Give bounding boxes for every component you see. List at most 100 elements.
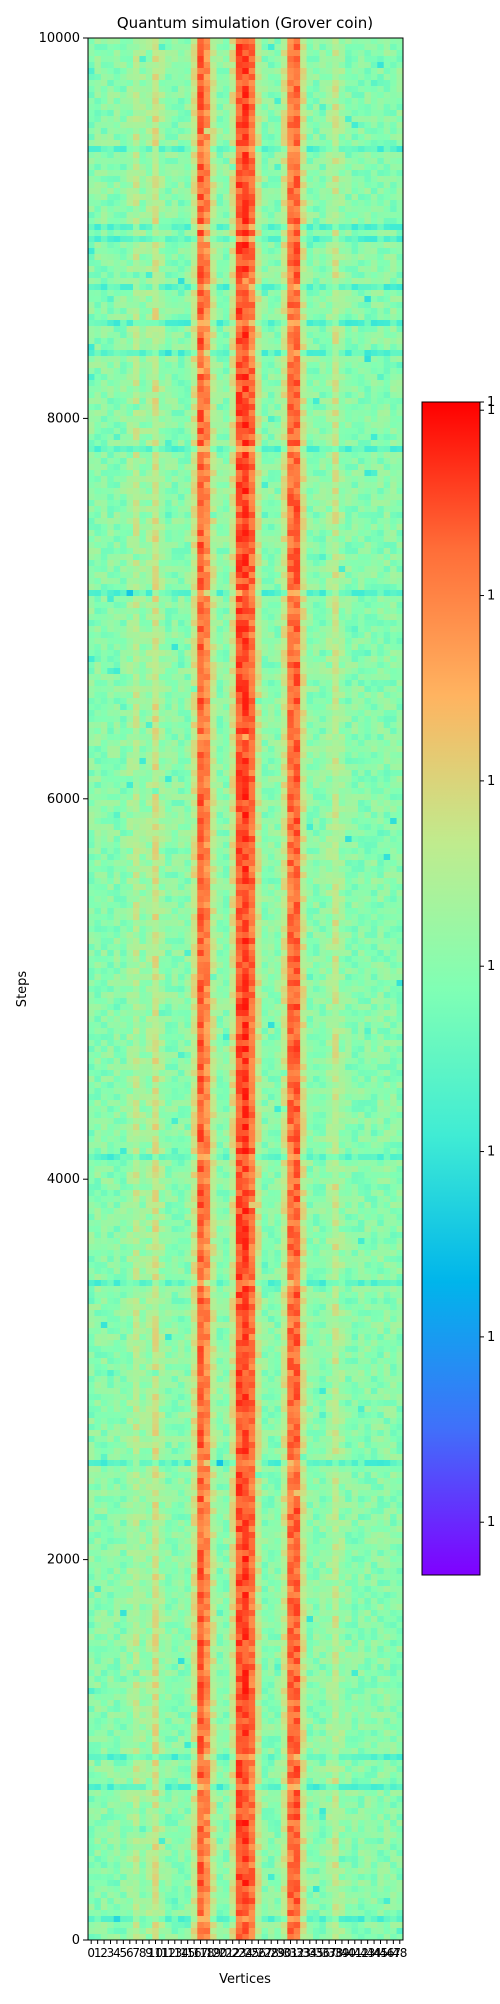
heatmap-cell [274, 476, 282, 483]
heatmap-cell [287, 428, 295, 435]
heatmap-cell [197, 506, 205, 513]
heatmap-cell [383, 380, 391, 387]
heatmap-cell [248, 542, 256, 549]
heatmap-cell [133, 404, 141, 411]
heatmap-cell [210, 476, 218, 483]
heatmap-cell [248, 302, 256, 309]
heatmap-cell [158, 518, 166, 525]
heatmap-cell [107, 386, 115, 393]
heatmap-cell [396, 590, 403, 597]
heatmap-cell [390, 446, 398, 453]
heatmap-cell [351, 548, 359, 555]
heatmap-cell [280, 374, 288, 381]
heatmap-cell [120, 98, 128, 105]
heatmap-cell [216, 338, 224, 345]
heatmap-cell [274, 98, 282, 105]
heatmap-cell [133, 224, 141, 231]
heatmap-cell [139, 326, 147, 333]
heatmap-cell [88, 596, 96, 603]
heatmap-cell [396, 374, 403, 381]
heatmap-cell [370, 344, 378, 351]
heatmap-cell [383, 632, 391, 639]
heatmap-cell [364, 206, 372, 213]
heatmap-cell [377, 152, 385, 159]
heatmap-cell [235, 530, 243, 537]
heatmap-cell [120, 356, 128, 363]
heatmap-cell [319, 110, 327, 117]
heatmap-cell [248, 446, 256, 453]
heatmap-cell [158, 482, 166, 489]
heatmap-cell [280, 524, 288, 531]
heatmap-cell [248, 374, 256, 381]
heatmap-cell [171, 596, 179, 603]
heatmap-cell [133, 362, 141, 369]
heatmap-cell [235, 392, 243, 399]
heatmap-cell [158, 182, 166, 189]
heatmap-cell [171, 470, 179, 477]
heatmap-cell [139, 158, 147, 165]
heatmap-cell [178, 332, 186, 339]
heatmap-cell [190, 602, 198, 609]
heatmap-cell [364, 398, 372, 405]
heatmap-cell [383, 248, 391, 255]
heatmap-cell [203, 320, 211, 327]
heatmap-cell [261, 218, 269, 225]
heatmap-cell [325, 512, 333, 519]
heatmap-cell [120, 248, 128, 255]
heatmap-cell [383, 110, 391, 117]
heatmap-cell [190, 308, 198, 315]
heatmap-cell [145, 554, 153, 561]
heatmap-cell [345, 236, 353, 243]
heatmap-cell [351, 512, 359, 519]
heatmap-cell [229, 566, 237, 573]
heatmap-cell [280, 206, 288, 213]
heatmap-cell [332, 80, 340, 87]
heatmap-cell [145, 596, 153, 603]
heatmap-cell [370, 110, 378, 117]
heatmap-cell [248, 578, 256, 585]
heatmap-cell [223, 164, 231, 171]
heatmap-cell [364, 458, 372, 465]
heatmap-cell [126, 236, 134, 243]
heatmap-cell [300, 284, 308, 291]
heatmap-cell [370, 500, 378, 507]
heatmap-cell [242, 362, 250, 369]
heatmap-cell [178, 644, 186, 651]
heatmap-cell [351, 98, 359, 105]
heatmap-cell [242, 614, 250, 621]
heatmap-cell [133, 116, 141, 123]
heatmap-cell [293, 92, 301, 99]
heatmap-cell [319, 326, 327, 333]
heatmap-cell [396, 506, 403, 513]
heatmap-cell [107, 92, 115, 99]
heatmap-cell [396, 110, 403, 117]
heatmap-cell [345, 440, 353, 447]
heatmap-cell [158, 260, 166, 267]
heatmap-cell [229, 500, 237, 507]
heatmap-cell [396, 596, 403, 603]
heatmap-cell [345, 428, 353, 435]
heatmap-cell [126, 338, 134, 345]
heatmap-cell [396, 398, 403, 405]
heatmap-cell [287, 446, 295, 453]
heatmap-cell [94, 446, 102, 453]
heatmap-cell [165, 86, 173, 93]
heatmap-cell [351, 632, 359, 639]
heatmap-cell [377, 344, 385, 351]
heatmap-cell [325, 224, 333, 231]
heatmap-cell [242, 470, 250, 477]
heatmap-cell [383, 176, 391, 183]
heatmap-cell [210, 176, 218, 183]
heatmap-cell [229, 368, 237, 375]
heatmap-cell [248, 104, 256, 111]
heatmap-cell [133, 128, 141, 135]
heatmap-cell [139, 530, 147, 537]
heatmap-cell [358, 596, 366, 603]
heatmap-cell [145, 452, 153, 459]
heatmap-cell [100, 566, 108, 573]
heatmap-cell [248, 332, 256, 339]
heatmap-cell [345, 524, 353, 531]
heatmap-cell [383, 302, 391, 309]
heatmap-cell [358, 296, 366, 303]
heatmap-cell [133, 92, 141, 99]
